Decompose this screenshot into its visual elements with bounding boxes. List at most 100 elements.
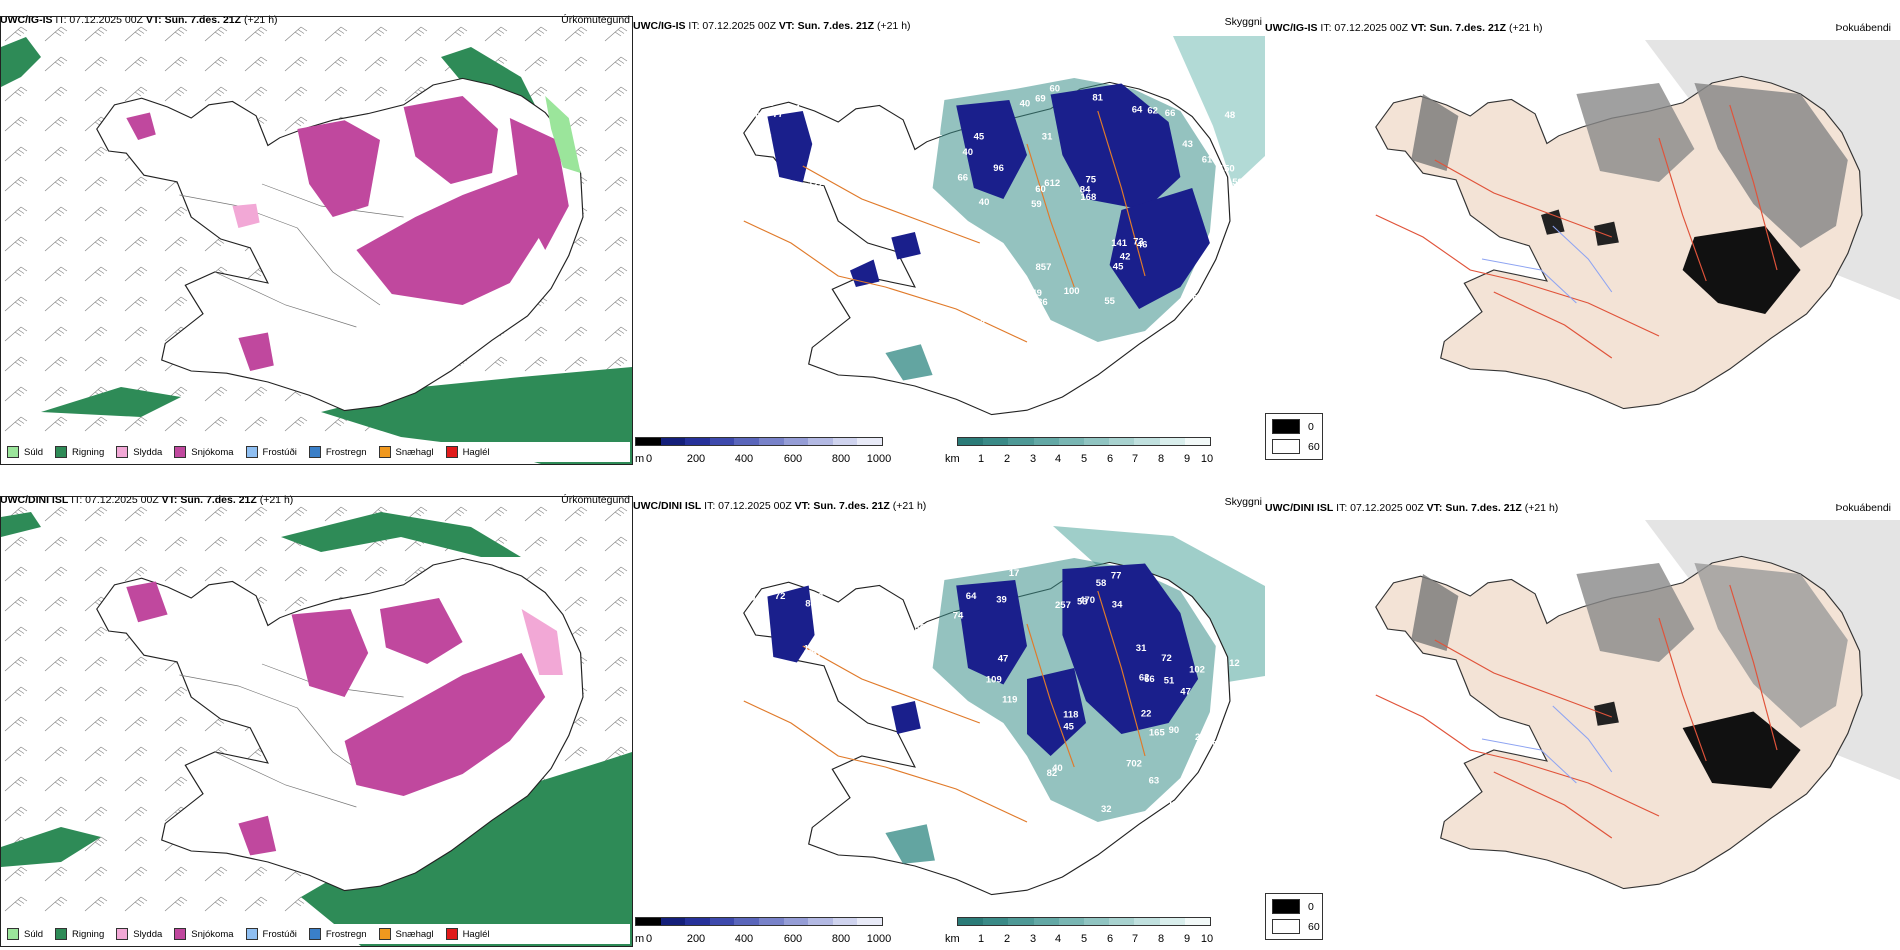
- lead-time: (+21 h): [1524, 502, 1559, 514]
- tick-label: 8: [1157, 453, 1165, 465]
- visibility-value-label: 144: [916, 328, 933, 339]
- colorbar-segment: [685, 438, 710, 445]
- snow-area: [238, 815, 277, 856]
- legend-item: Slydda: [116, 446, 162, 458]
- sleet-area: [232, 203, 260, 228]
- visibility-value-label: 19: [809, 569, 820, 580]
- rain-area: [301, 752, 632, 946]
- snow-area: [297, 120, 381, 217]
- tick-label: 2: [1003, 933, 1011, 945]
- low-visibility-area: [956, 100, 1027, 199]
- colorbar-segment: [734, 918, 759, 925]
- rain-area: [1, 37, 41, 87]
- tick-label: 400: [734, 933, 754, 945]
- visibility-value-label: 42: [1201, 782, 1212, 793]
- visibility-value-label: 57: [734, 121, 745, 132]
- lead-time: (+21 h): [892, 500, 927, 512]
- tick-label: 9: [1183, 933, 1191, 945]
- tick-label: 3: [1029, 933, 1037, 945]
- visibility-value-label: 52: [1170, 322, 1181, 333]
- tick-label: 4: [1054, 453, 1062, 465]
- snow-area: [509, 118, 569, 250]
- visibility-value-label: 62: [1147, 106, 1158, 117]
- init-time: IT: 07.12.2025 00Z: [1336, 502, 1424, 514]
- visibility-value-label: 48: [976, 269, 987, 280]
- roads: [743, 590, 1146, 823]
- colorbar-segment: [660, 438, 686, 445]
- legend-item: Snjókoma: [174, 446, 234, 458]
- legend-item: Rigning: [55, 446, 104, 458]
- visibility-value-label: 165: [1149, 727, 1166, 738]
- tick-label: 4: [1054, 933, 1062, 945]
- visibility-value-label: 100: [1064, 286, 1080, 297]
- visibility-value-label: 91: [914, 336, 925, 347]
- visibility-value-label: 59: [1031, 199, 1042, 210]
- fog-legend-row1: 0 60: [1265, 413, 1323, 460]
- visibility-value-label: 91: [1212, 740, 1223, 751]
- visibility-km-colorbar: km 1 2 3 4 5 6 7 8 9 10: [945, 437, 1215, 465]
- snow-area: [238, 332, 274, 371]
- precip-type-panel-row2: UWC/DINI ISL IT: 07.12.2025 00Z VT: Sun.…: [0, 492, 633, 947]
- visibility-value-label: 46: [928, 711, 939, 722]
- tick-label: 6: [1106, 933, 1114, 945]
- visibility-value-label: 119: [1002, 694, 1017, 705]
- colorbar-segment: [1033, 438, 1059, 445]
- fog-indicator-panel-row2: UWC/DINI ISL IT: 07.12.2025 00Z VT: Sun.…: [1265, 492, 1900, 892]
- visibility-value-label: 47: [998, 654, 1009, 665]
- tick-label: 5: [1080, 933, 1088, 945]
- colorbar-segment: [1058, 438, 1085, 445]
- visibility-value-label: 109: [986, 675, 1002, 686]
- colorbar-segment: [857, 918, 882, 925]
- visibility-value-label: 72: [1161, 653, 1172, 664]
- legend-item: Snæhagl: [378, 446, 434, 458]
- visibility-value-label: 69: [1035, 93, 1046, 104]
- low-visibility-area: [891, 701, 921, 734]
- visibility-value-label: 118: [1063, 709, 1078, 720]
- sleet-area: [521, 609, 563, 675]
- precip-map-frame: Súld Rigning Slydda Snjókoma Frostúði Fr…: [0, 496, 633, 947]
- dense-fog-area: [1682, 711, 1801, 789]
- visibility-value-label: 77: [1111, 570, 1122, 581]
- visibility-value-label: 64: [966, 591, 977, 602]
- legend-item: Rigning: [55, 928, 104, 940]
- lead-time: (+21 h): [876, 20, 911, 32]
- visibility-value-label: 173: [1168, 800, 1184, 811]
- drizzle-area: [545, 96, 581, 173]
- visibility-value-label: 96: [993, 163, 1004, 174]
- visibility-value-label: 612: [1044, 178, 1060, 189]
- fog-legend-label: 0: [1308, 900, 1314, 913]
- colorbar-segment: [1109, 918, 1135, 925]
- colorbar-segment: [983, 438, 1009, 445]
- visibility-value-label: 66: [1144, 674, 1155, 685]
- visibility-value-label: 55: [1215, 664, 1226, 675]
- visibility-value-label: 40: [979, 197, 990, 208]
- snow-area: [126, 581, 168, 623]
- visibility-value-label: 88: [1219, 267, 1230, 278]
- colorbar-segment: [660, 918, 686, 925]
- visibility-value-label: 470: [1079, 595, 1095, 606]
- tick-label: 7: [1131, 453, 1139, 465]
- visibility-value-label: 40: [1020, 98, 1031, 109]
- visibility-value-label: 51: [1164, 675, 1175, 686]
- unit-label: km: [945, 453, 960, 465]
- snow-area: [380, 598, 463, 664]
- visibility-value-label: 90: [1070, 336, 1081, 347]
- colorbar-segment: [1184, 918, 1211, 925]
- colorbar-segment: [1008, 918, 1034, 925]
- parameter-name: Skyggni: [1224, 16, 1262, 28]
- colorbar-segment: [1184, 438, 1211, 445]
- colorbar-segment: [1008, 438, 1034, 445]
- visibility-value-label: 168: [1080, 192, 1096, 203]
- parameter-name: Þokuábendi: [1835, 502, 1891, 514]
- visibility-value-label: 47: [1180, 687, 1191, 698]
- snow-area: [403, 96, 499, 184]
- legend-item: Frostúði: [245, 446, 297, 458]
- tick-label: 1000: [866, 933, 892, 945]
- fog-legend-label: 60: [1308, 920, 1320, 933]
- visibility-value-label: 64: [1022, 801, 1033, 812]
- visibility-value-label: 73: [1133, 237, 1144, 248]
- roads: [743, 110, 1146, 343]
- tick-label: 1: [977, 933, 985, 945]
- visibility-value-label: 75: [1086, 175, 1097, 186]
- visibility-value-label: 31: [1042, 131, 1053, 142]
